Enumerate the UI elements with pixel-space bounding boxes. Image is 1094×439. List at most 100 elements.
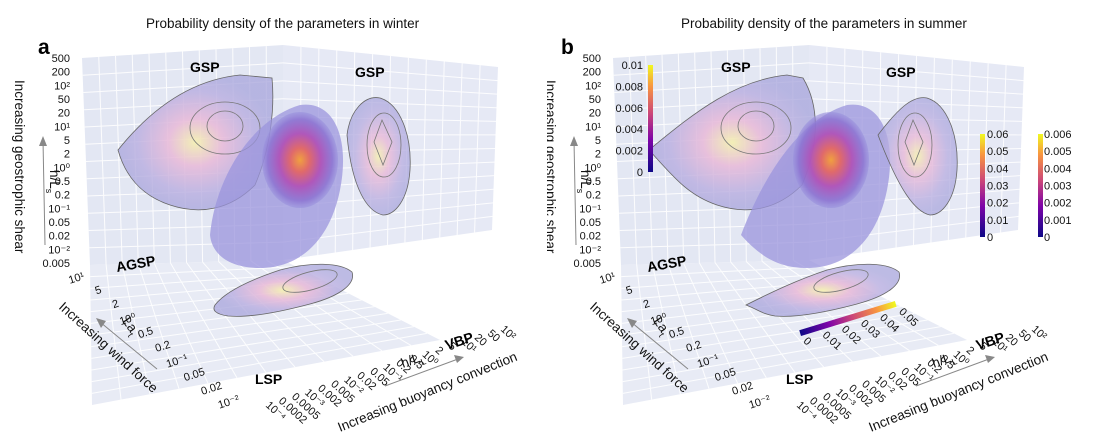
- v-axis-tick: 10⁻¹: [48, 203, 70, 215]
- v-axis-tick: 500: [583, 53, 601, 65]
- v-axis-tick: 20: [58, 108, 70, 120]
- contour-line: [189, 101, 261, 155]
- left-floor-tick: 0.2: [685, 339, 703, 355]
- arrow-head-icon: [454, 355, 464, 363]
- v-axis-arrow-label: Increasing geostrophic shear: [12, 80, 27, 254]
- region-label-lsp: LSP: [786, 371, 813, 387]
- v-axis-tick: 0.005: [573, 258, 601, 270]
- colorbar-left-wall: 0.01 0.008 0.006 0.004 0.002 0: [615, 60, 653, 179]
- grid-line: [91, 332, 428, 394]
- v-axis-tick: 10⁰: [53, 162, 70, 174]
- colorbar-tick: 0: [1044, 232, 1050, 244]
- v-axis-tick: 0.02: [580, 231, 601, 243]
- v-axis-tick: 10¹: [585, 121, 601, 133]
- arrow-head-icon: [39, 136, 47, 146]
- density-floor: [745, 263, 900, 317]
- colorbar-tick: 0.06: [987, 129, 1008, 141]
- right-floor-arrow: [384, 358, 459, 387]
- colorbar-gradient: [1038, 134, 1043, 237]
- v-axis-arrow: [573, 139, 577, 246]
- colorbar-tick: 0.004: [1044, 163, 1072, 175]
- colorbar-tick: 0.05: [987, 146, 1008, 158]
- v-axis-tick: 0.5: [55, 176, 70, 188]
- contour-line: [366, 112, 402, 178]
- v-axis-tick: 200: [583, 67, 601, 79]
- v-axis-tick: 200: [52, 67, 70, 79]
- contour-line: [282, 269, 338, 293]
- contour-line: [904, 118, 924, 167]
- colorbar-tick: 0.002: [615, 146, 643, 158]
- colorbar-tick: 0.004: [615, 124, 643, 136]
- right-floor-arrow: [915, 358, 990, 387]
- arrow-head-icon: [570, 136, 578, 146]
- v-axis-label: h/Ls: [575, 170, 593, 194]
- arrow-head-icon: [627, 318, 637, 328]
- left-floor-tick: 10⁰: [649, 311, 669, 328]
- left-floor-arrow: [99, 321, 158, 370]
- colorbar-tick: 0.03: [987, 181, 1008, 193]
- plot-3d: GSP GSPAGSPLSPVBP50020010²502010¹5210⁰0.5…: [547, 45, 1072, 435]
- right-floor-tick: 10²: [498, 323, 518, 343]
- left-floor-arrow: [630, 321, 689, 370]
- density-floor: [213, 263, 353, 317]
- v-axis-tick: 20: [589, 108, 601, 120]
- v-axis-tick: 10⁻²: [48, 244, 70, 256]
- grid-line: [1000, 65, 1007, 233]
- left-floor-tick: 0.2: [154, 339, 172, 355]
- colorbar-gradient: [648, 65, 653, 172]
- colorbar-gradient: [799, 301, 897, 336]
- region-label-gsp-right: GSP: [355, 64, 385, 80]
- left-floor-tick: 10¹: [598, 270, 617, 286]
- v-axis-tick: 50: [58, 94, 70, 106]
- colorbar-tick: 0.01: [622, 60, 643, 72]
- density-right-wall: [346, 97, 411, 216]
- plot-3d: GSP GSPAGSPLSPVBP50020010²502010¹5210⁰0.5…: [12, 45, 519, 435]
- v-axis-tick: 5: [595, 135, 601, 147]
- v-axis-tick: 2: [595, 149, 601, 161]
- left-floor-tick: 10⁻²: [217, 393, 242, 411]
- colorbar-tick: 0.008: [615, 81, 643, 93]
- colorbar-tick: 0.001: [1044, 215, 1072, 227]
- grid-lines: [82, 46, 498, 400]
- v-axis-tick: 10²: [54, 80, 70, 92]
- colorbar-right-wall: 0.006 0.005 0.004 0.003 0.002 0.001 0: [1038, 129, 1072, 244]
- left-floor-tick: 10⁻²: [748, 393, 773, 411]
- colorbar-tick: 0: [987, 232, 993, 244]
- v-axis-tick: 10⁰: [584, 162, 601, 174]
- grid-line: [474, 65, 481, 233]
- grid-line: [622, 332, 954, 394]
- panel-summer: Probability density of the parameters in…: [547, 0, 1094, 439]
- panel-label: a: [38, 36, 50, 59]
- left-floor-tick: 2: [111, 298, 121, 311]
- arrow-head-icon: [985, 355, 995, 363]
- v-axis-tick: 0.05: [49, 217, 70, 229]
- colorbar-tick: 0.005: [1044, 146, 1072, 158]
- v-axis-tick: 0.5: [586, 176, 601, 188]
- left-floor-tick: 2: [642, 298, 652, 311]
- v-axis-tick: 5: [64, 135, 70, 147]
- v-axis-tick: 0.2: [55, 190, 70, 202]
- region-label-gsp-right: GSP: [886, 64, 916, 80]
- region-label-agsp: AGSP: [115, 252, 157, 275]
- contour-line: [206, 110, 244, 142]
- v-axis-tick: 50: [589, 94, 601, 106]
- v-axis-tick: 10⁻²: [579, 244, 601, 256]
- contour-line: [737, 110, 775, 142]
- floor-plane: [621, 260, 967, 405]
- colorbar-tick: 0.006: [615, 103, 643, 115]
- v-axis-tick: 10²: [585, 80, 601, 92]
- v-axis-tick: 10¹: [54, 121, 70, 133]
- contour-line: [720, 101, 792, 155]
- v-axis-tick: 0.2: [586, 190, 601, 202]
- region-label-agsp: AGSP: [646, 252, 688, 275]
- left-floor-tick: 5: [94, 284, 104, 297]
- v-axis-tick: 0.05: [580, 217, 601, 229]
- v-axis-tick: 0.02: [49, 231, 70, 243]
- colorbar-tick: 0.02: [987, 198, 1008, 210]
- contour-line: [813, 269, 869, 293]
- colorbar-tick: 0.003: [1044, 181, 1072, 193]
- region-label-gsp-left: GSP: [190, 59, 220, 75]
- v-axis-label: h/Ls: [44, 170, 62, 194]
- colorbar-tick: 0.002: [1044, 198, 1072, 210]
- v-axis-tick: 0.005: [42, 258, 70, 270]
